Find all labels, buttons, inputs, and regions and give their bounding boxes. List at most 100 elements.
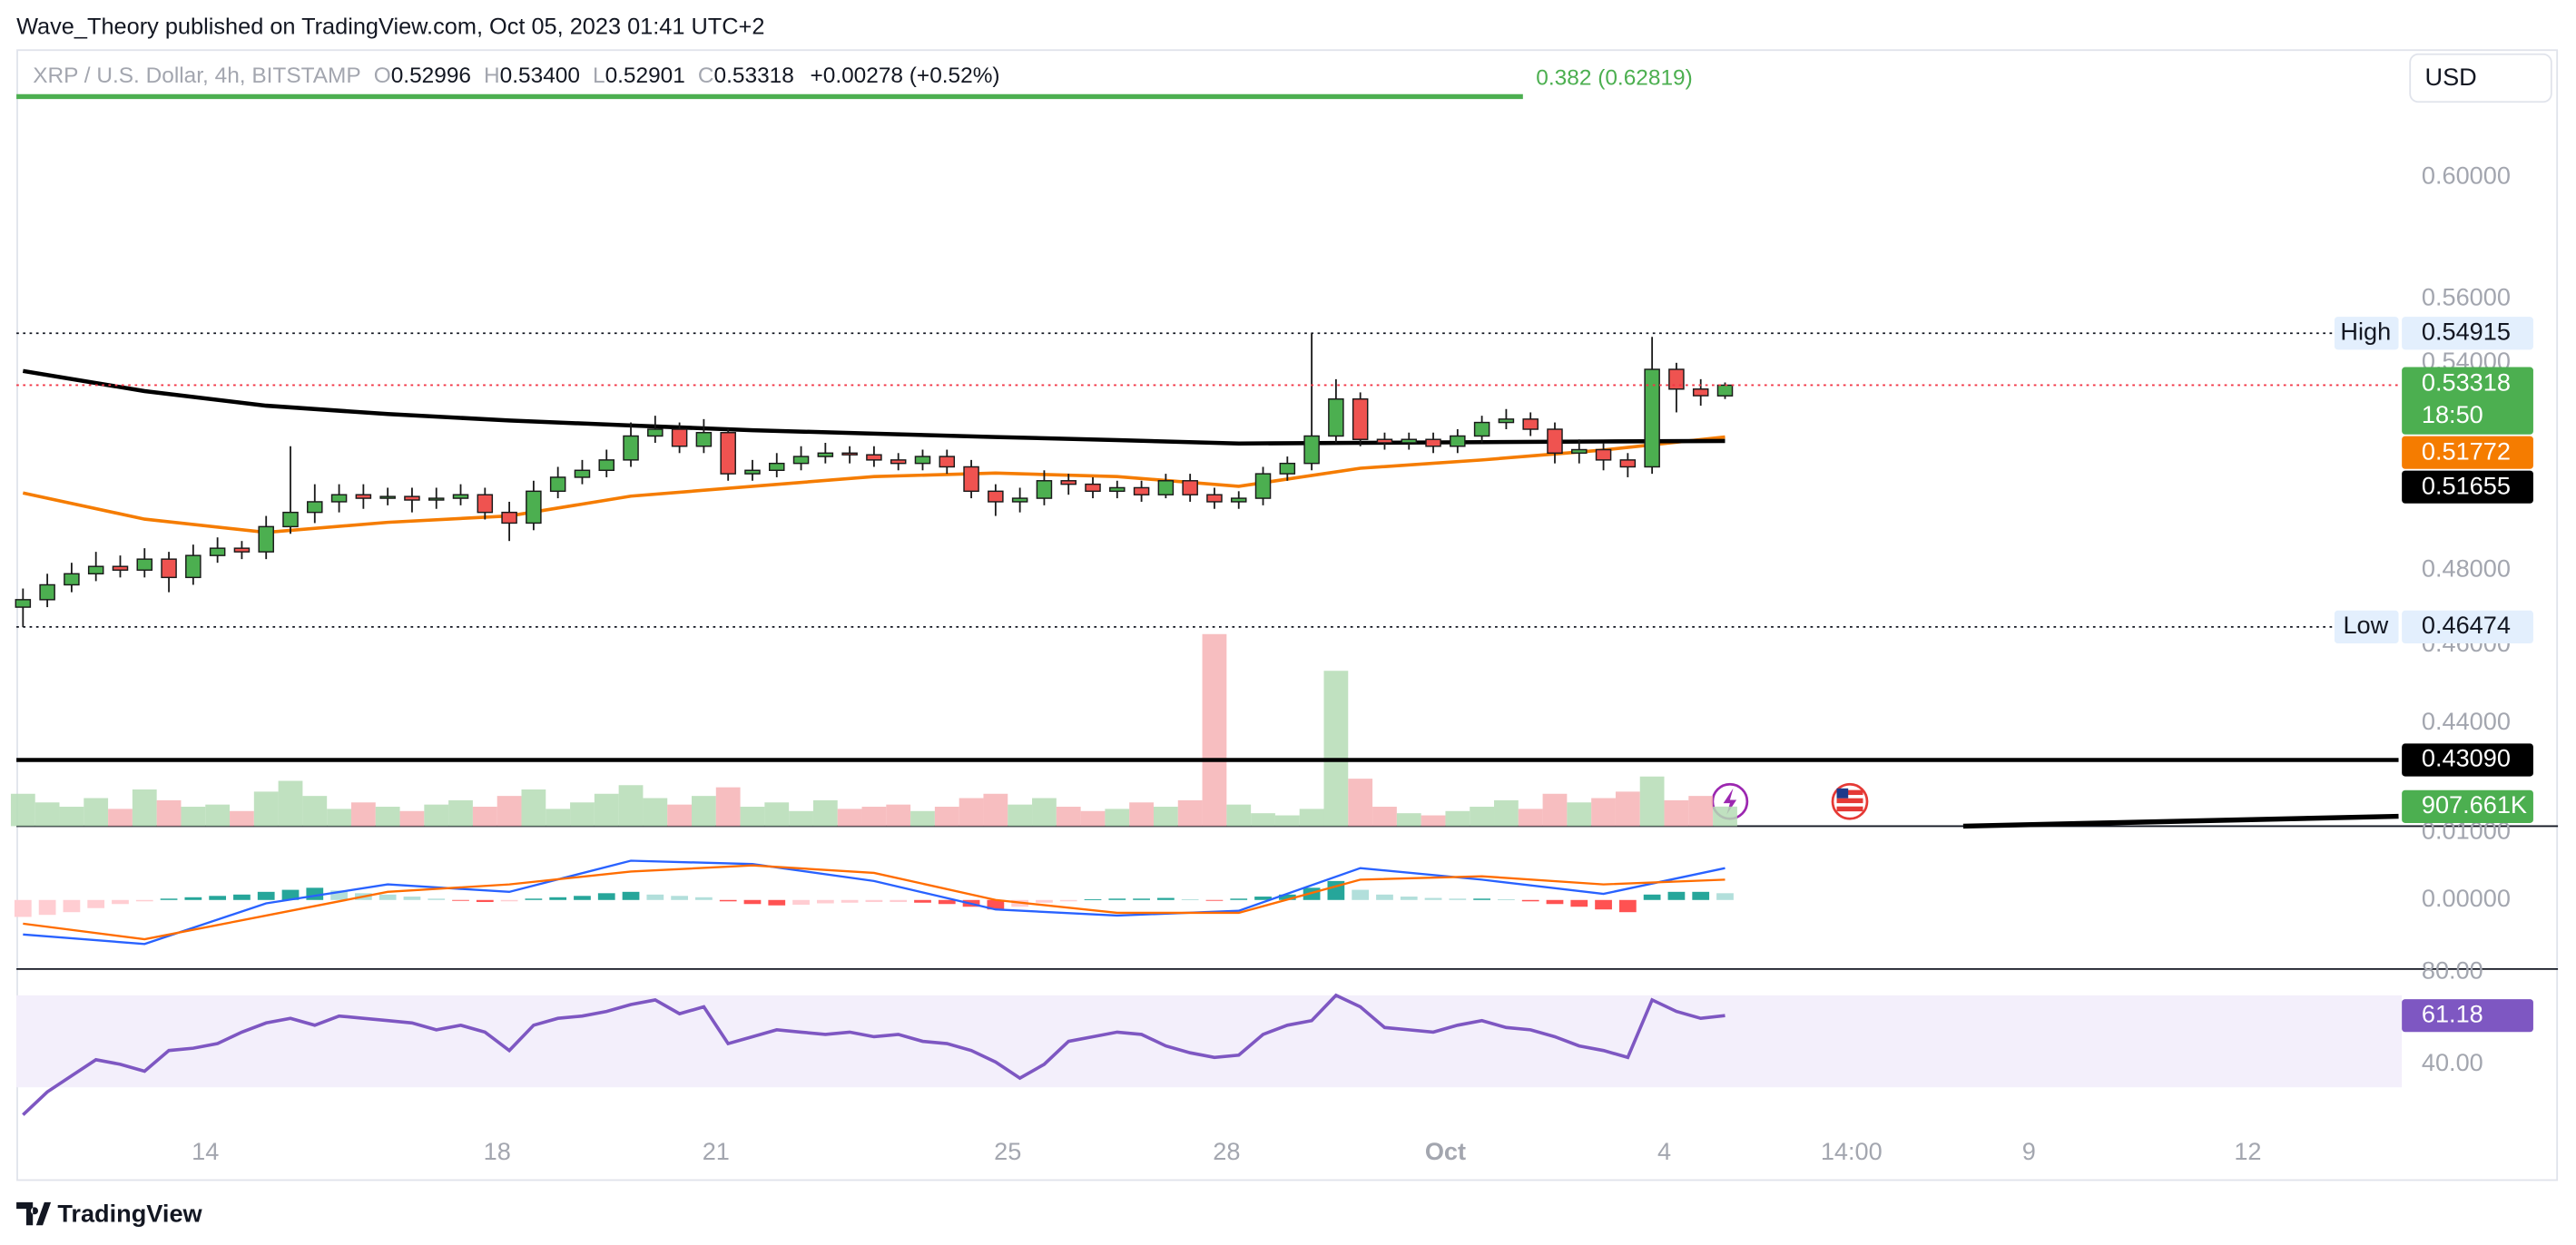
- macd-histogram-bar: [476, 899, 494, 903]
- volume-bar: [34, 802, 60, 827]
- volume-bar: [1202, 633, 1227, 827]
- x-tick-label: 9: [2022, 1137, 2036, 1165]
- candle-body: [1450, 435, 1466, 447]
- macd-histogram-bar: [403, 897, 421, 900]
- macd-histogram-bar: [1278, 894, 1296, 900]
- macd-histogram-bar: [816, 899, 834, 904]
- published-note: Wave_Theory published on TradingView.com…: [16, 14, 764, 39]
- volume-bar: [1542, 793, 1568, 827]
- macd-histogram-bar: [938, 899, 956, 905]
- macd-histogram-bar: [1254, 897, 1272, 900]
- macd-histogram-bar: [768, 899, 786, 906]
- candle-body: [914, 456, 931, 465]
- volume-bar: [1008, 804, 1033, 827]
- candle-body: [1230, 497, 1247, 503]
- volume-bar: [1323, 671, 1349, 827]
- volume-bar: [302, 796, 328, 827]
- macd-histogram-bar: [1521, 899, 1539, 902]
- y-tick-label: 0.44000: [2422, 707, 2511, 735]
- legend-key: C: [698, 64, 714, 89]
- y-tick-label: 80.00: [2422, 956, 2483, 985]
- volume-bar: [181, 807, 206, 827]
- macd-histogram-bar: [452, 899, 469, 901]
- macd-histogram-bar: [87, 899, 105, 908]
- economic-event-icon[interactable]: [1831, 782, 1869, 820]
- volume-bar: [448, 799, 473, 827]
- candle-body: [769, 462, 785, 472]
- trend-line: [1962, 813, 2399, 829]
- candle-body: [1109, 486, 1126, 493]
- last-price-box: [2402, 367, 2533, 435]
- legend-symbol: XRP / U.S. Dollar, 4h, BITSTAMP: [33, 64, 360, 89]
- volume-bar: [570, 802, 595, 827]
- currency-button[interactable]: [2409, 53, 2552, 103]
- y-tick-label: 0.60000: [2422, 162, 2511, 190]
- volume-bar: [1639, 776, 1665, 827]
- candle-body: [1206, 494, 1223, 503]
- candle-body: [598, 459, 615, 472]
- volume-bar: [983, 793, 1008, 827]
- volume-bar: [1274, 815, 1300, 827]
- flag-stripe: [1836, 798, 1863, 804]
- volume-bar: [205, 804, 231, 827]
- volume-bar: [667, 804, 693, 827]
- volume-bar: [521, 789, 546, 827]
- candle-body: [1060, 480, 1077, 485]
- macd-histogram-bar: [1400, 897, 1418, 900]
- candle-body: [1692, 388, 1709, 397]
- candle-body: [1133, 486, 1150, 495]
- legend-value: 0.53318: [714, 64, 794, 89]
- volume-bar: [764, 802, 790, 827]
- macd-histogram-bar: [1059, 899, 1077, 902]
- macd-histogram-bar: [1376, 894, 1393, 900]
- x-tick-label: 12: [2234, 1137, 2261, 1165]
- candle-body: [355, 494, 372, 499]
- volume-bar: [837, 809, 862, 827]
- candle-body: [623, 435, 639, 461]
- volume-bar: [740, 807, 765, 827]
- macd-histogram-bar: [1716, 893, 1734, 900]
- moving-average-value-box: [2402, 436, 2533, 469]
- volume-bar: [1056, 807, 1081, 827]
- macd-histogram-bar: [1108, 898, 1126, 900]
- macd-histogram-bar: [330, 890, 348, 900]
- candle-body: [1376, 438, 1393, 444]
- price-line-label-box: [2402, 610, 2533, 643]
- volume-bar: [1494, 799, 1519, 827]
- price-line-label-box: [2402, 317, 2533, 350]
- volume-bar: [812, 799, 838, 827]
- volume-bar: [546, 809, 571, 827]
- macd-histogram-bar: [646, 894, 664, 900]
- candle-body: [671, 428, 688, 447]
- volume-bar: [1591, 798, 1616, 827]
- macd-histogram-bar: [281, 889, 300, 900]
- candle-body: [428, 497, 445, 501]
- candle-body: [1668, 368, 1685, 390]
- volume-bar: [156, 799, 182, 827]
- currency-label: USD: [2424, 63, 2476, 91]
- macd-line: [23, 864, 1726, 941]
- candle-body: [1547, 428, 1563, 455]
- candle-body: [1401, 438, 1418, 444]
- candle-body: [1498, 418, 1515, 424]
- candle-body: [647, 428, 664, 437]
- volume-bar: [278, 780, 303, 827]
- volume-bar: [84, 798, 109, 827]
- candle-body: [64, 573, 80, 586]
- price-line-name-box: [2334, 610, 2399, 643]
- macd-histogram-bar: [1181, 899, 1199, 900]
- candle-body: [185, 554, 202, 579]
- candle-body: [1716, 384, 1734, 397]
- moving-average-value-box: [2402, 470, 2533, 504]
- macd-histogram-bar: [1036, 899, 1053, 903]
- macd-histogram-bar: [1205, 899, 1224, 901]
- volume-bar: [253, 791, 279, 827]
- macd-histogram-bar: [695, 897, 713, 900]
- candle-body: [817, 452, 834, 457]
- macd-histogram-bar: [549, 897, 567, 900]
- flag-stripe: [1836, 806, 1863, 812]
- macd-histogram-bar: [890, 899, 908, 903]
- macd-histogram-bar: [574, 896, 591, 900]
- candle-body: [379, 495, 396, 499]
- macd-histogram-bar: [257, 891, 275, 900]
